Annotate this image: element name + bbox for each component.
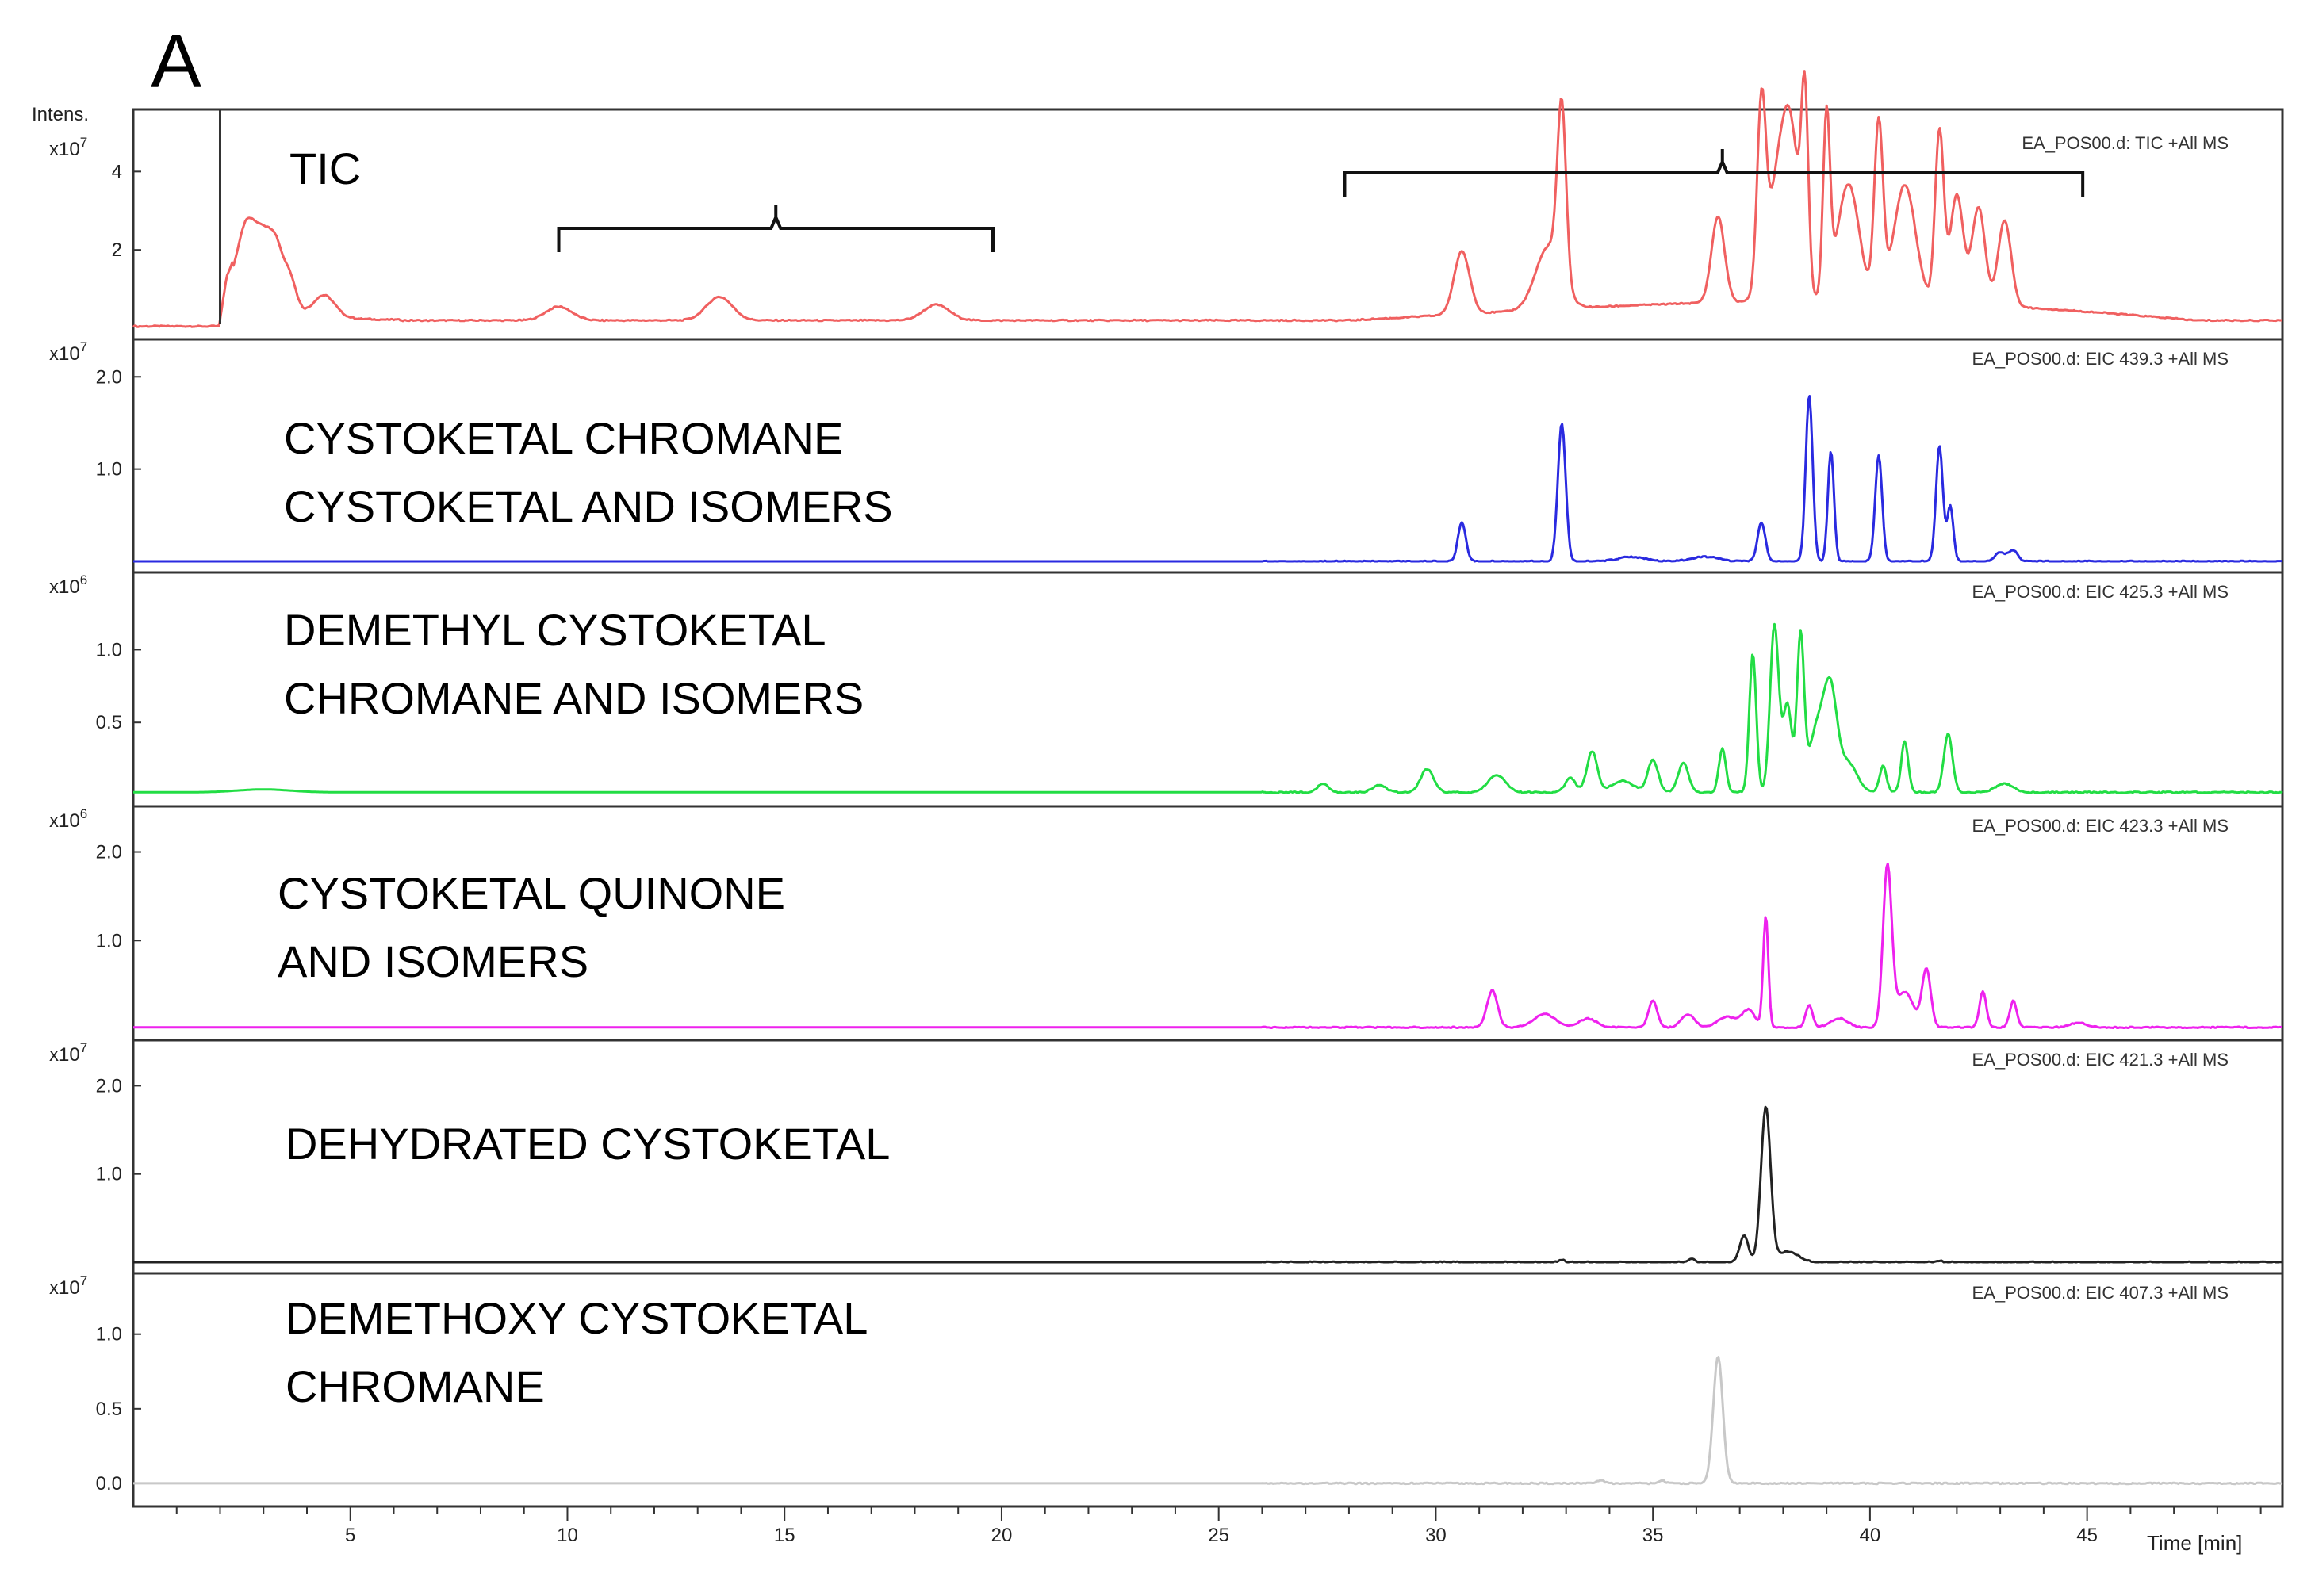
trace-line	[133, 862, 2283, 1029]
trace-label: CYSTOKETAL AND ISOMERS	[284, 481, 893, 531]
y-tick-label: 1.0	[96, 639, 122, 660]
multiplier-exponent: 6	[80, 572, 87, 587]
trace-info: EA_POS00.d: TIC +All MS	[2022, 133, 2229, 153]
x-tick-label: 15	[774, 1525, 795, 1546]
multiplier-base: x10	[49, 1044, 80, 1066]
x-tick-label: 35	[1642, 1525, 1664, 1546]
x-tick-label: 20	[991, 1525, 1013, 1546]
intensity-multiplier: x107	[49, 339, 87, 365]
trace-info: EA_POS00.d: EIC 425.3 +All MS	[1972, 582, 2229, 602]
y-tick-label: 1.0	[96, 930, 122, 951]
y-tick-label: 0.5	[96, 1399, 122, 1420]
trace-label: TIC	[289, 144, 361, 193]
y-tick-label: 2.0	[96, 1075, 122, 1097]
y-tick-label: 2.0	[96, 842, 122, 863]
y-tick-label: 1.0	[96, 1164, 122, 1185]
x-tick-label: 45	[2076, 1525, 2098, 1546]
panel-frame	[132, 1272, 2284, 1508]
trace-label: CYSTOKETAL CHROMANE	[284, 413, 843, 463]
trace-label: CHROMANE AND ISOMERS	[284, 673, 864, 723]
panel-eic-439: 1.0 2.0 x107 EA_POS00.d: EIC 439.3 +All MS C…	[49, 338, 2284, 574]
trace-label: DEHYDRATED CYSTOKETAL	[286, 1119, 890, 1169]
x-tick-label: 40	[1860, 1525, 1881, 1546]
trace-line	[133, 622, 2283, 794]
intensity-multiplier: x107	[49, 135, 87, 160]
y-tick-label: 1.0	[96, 459, 122, 480]
panel-eic-421: 1.0 2.0 x107 EA_POS00.d: EIC 421.3 +All MS D…	[49, 1039, 2284, 1275]
panel-frame	[132, 108, 2284, 341]
y-tick-label: 4	[112, 161, 122, 182]
panel-frame	[132, 805, 2284, 1042]
multiplier-exponent: 6	[80, 806, 87, 821]
x-tick-label: 5	[345, 1525, 355, 1546]
y-tick-label: 1.0	[96, 1324, 122, 1345]
intensity-axis-label: Intens.	[32, 104, 89, 125]
y-tick-label: 0.0	[96, 1473, 122, 1495]
intensity-multiplier: x107	[49, 1040, 87, 1066]
trace-line	[133, 1356, 2283, 1486]
time-axis-title: Time [min]	[2147, 1531, 2242, 1555]
multiplier-base: x10	[49, 343, 80, 365]
trace-line	[132, 70, 2283, 328]
multiplier-base: x10	[49, 1277, 80, 1299]
panel-letter: A	[151, 19, 201, 104]
trace-info: EA_POS00.d: EIC 421.3 +All MS	[1972, 1050, 2229, 1070]
trace-info: EA_POS00.d: EIC 423.3 +All MS	[1972, 816, 2229, 836]
x-tick-label: 10	[557, 1525, 578, 1546]
multiplier-base: x10	[49, 139, 80, 160]
trace-info: EA_POS00.d: EIC 439.3 +All MS	[1972, 349, 2229, 369]
trace-label: DEMETHOXY CYSTOKETAL	[286, 1293, 868, 1343]
intensity-multiplier: x106	[49, 806, 87, 832]
trace-label: CHROMANE	[286, 1361, 545, 1411]
x-tick-label: 25	[1208, 1525, 1229, 1546]
multiplier-base: x10	[49, 810, 80, 832]
retention-bracket	[1343, 149, 2085, 197]
trace-line	[133, 395, 2283, 563]
intensity-multiplier: x107	[49, 1273, 87, 1299]
intensity-multiplier: x106	[49, 572, 87, 598]
panel-tic: 2 4 x107 EA_POS00.d: TIC +All MS TIC	[49, 70, 2284, 341]
multiplier-exponent: 7	[80, 339, 87, 354]
multiplier-exponent: 7	[80, 1273, 87, 1288]
time-axis: 5 10 15 20 25 30 35 40 45	[175, 1506, 2262, 1546]
retention-bracket	[557, 205, 995, 252]
multiplier-base: x10	[49, 576, 80, 598]
panel-eic-423: 1.0 2.0 x106 EA_POS00.d: EIC 423.3 +All MS C…	[49, 805, 2284, 1042]
trace-label: CYSTOKETAL QUINONE	[278, 868, 785, 918]
y-tick-label: 2	[112, 239, 122, 261]
trace-label: DEMETHYL CYSTOKETAL	[284, 605, 826, 655]
multiplier-exponent: 7	[80, 135, 87, 150]
x-tick-label: 30	[1425, 1525, 1447, 1546]
trace-line	[133, 1105, 2283, 1264]
trace-label: AND ISOMERS	[278, 936, 588, 986]
trace-info: EA_POS00.d: EIC 407.3 +All MS	[1972, 1283, 2229, 1303]
y-tick-label: 0.5	[96, 712, 122, 733]
panel-eic-425: 0.5 1.0 x106 EA_POS00.d: EIC 425.3 +All MS D…	[49, 571, 2284, 808]
y-tick-label: 2.0	[96, 366, 122, 388]
panel-eic-407: 0.0 0.5 1.0 x107 EA_POS00.d: EIC 407.3 +All …	[49, 1272, 2284, 1508]
multiplier-exponent: 7	[80, 1040, 87, 1055]
